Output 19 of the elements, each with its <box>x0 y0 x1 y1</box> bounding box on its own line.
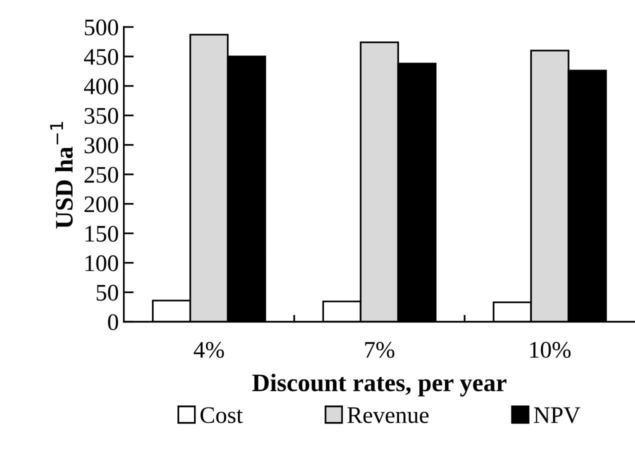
y-tick-label: 150 <box>86 226 118 242</box>
y-tick-label: 0 <box>108 314 118 330</box>
legend-label: Revenue <box>347 407 429 424</box>
y-tick-label: 200 <box>84 196 118 212</box>
y-tick-label: 250 <box>84 166 118 183</box>
y-axis-title: USD ha$^{−1}$ <box>50 122 73 229</box>
legend-label: NPV <box>534 407 580 424</box>
x-tick-label: 4% <box>194 342 224 358</box>
y-tick-label: 500 <box>84 19 118 36</box>
y-tick-label: 100 <box>86 255 118 272</box>
legend-label: Cost <box>200 407 243 424</box>
x-axis-title: Discount rates, per year <box>252 374 506 396</box>
x-tick-label: 10% <box>530 342 571 358</box>
y-tick-label: 300 <box>84 137 118 154</box>
y-tick-label: 50 <box>96 284 118 301</box>
y-tick-label: 450 <box>84 48 118 65</box>
y-tick-label: 350 <box>84 108 118 124</box>
y-tick-label: 400 <box>84 78 118 94</box>
x-tick-label: 7% <box>365 342 394 358</box>
